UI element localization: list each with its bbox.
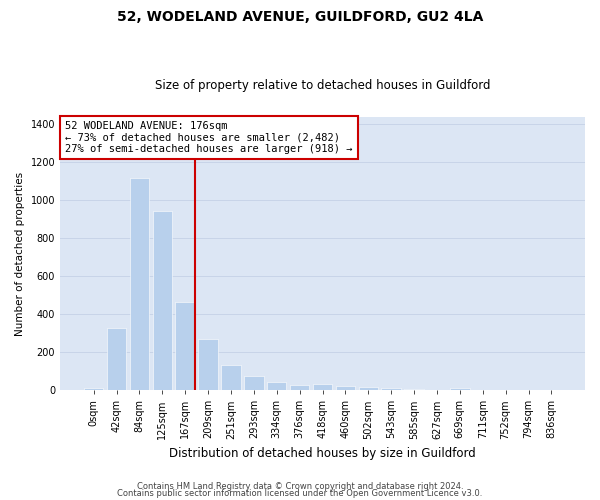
Text: 52 WODELAND AVENUE: 176sqm
← 73% of detached houses are smaller (2,482)
27% of s: 52 WODELAND AVENUE: 176sqm ← 73% of deta… [65, 121, 353, 154]
Bar [221, 366, 241, 390]
Title: Size of property relative to detached houses in Guildford: Size of property relative to detached ho… [155, 79, 490, 92]
Bar [107, 328, 126, 390]
Bar [313, 384, 332, 390]
Bar [359, 388, 378, 390]
Y-axis label: Number of detached properties: Number of detached properties [15, 172, 25, 336]
Bar [290, 386, 310, 390]
Bar [450, 388, 470, 390]
Bar [267, 382, 286, 390]
Bar [84, 388, 103, 390]
Bar [130, 178, 149, 390]
Bar [175, 302, 195, 390]
Bar [199, 339, 218, 390]
Bar [152, 210, 172, 390]
Bar [382, 388, 401, 390]
Bar [244, 376, 263, 390]
Text: 52, WODELAND AVENUE, GUILDFORD, GU2 4LA: 52, WODELAND AVENUE, GUILDFORD, GU2 4LA [117, 10, 483, 24]
Text: Contains public sector information licensed under the Open Government Licence v3: Contains public sector information licen… [118, 488, 482, 498]
Bar [404, 389, 424, 390]
Text: Contains HM Land Registry data © Crown copyright and database right 2024.: Contains HM Land Registry data © Crown c… [137, 482, 463, 491]
X-axis label: Distribution of detached houses by size in Guildford: Distribution of detached houses by size … [169, 447, 476, 460]
Bar [335, 386, 355, 390]
